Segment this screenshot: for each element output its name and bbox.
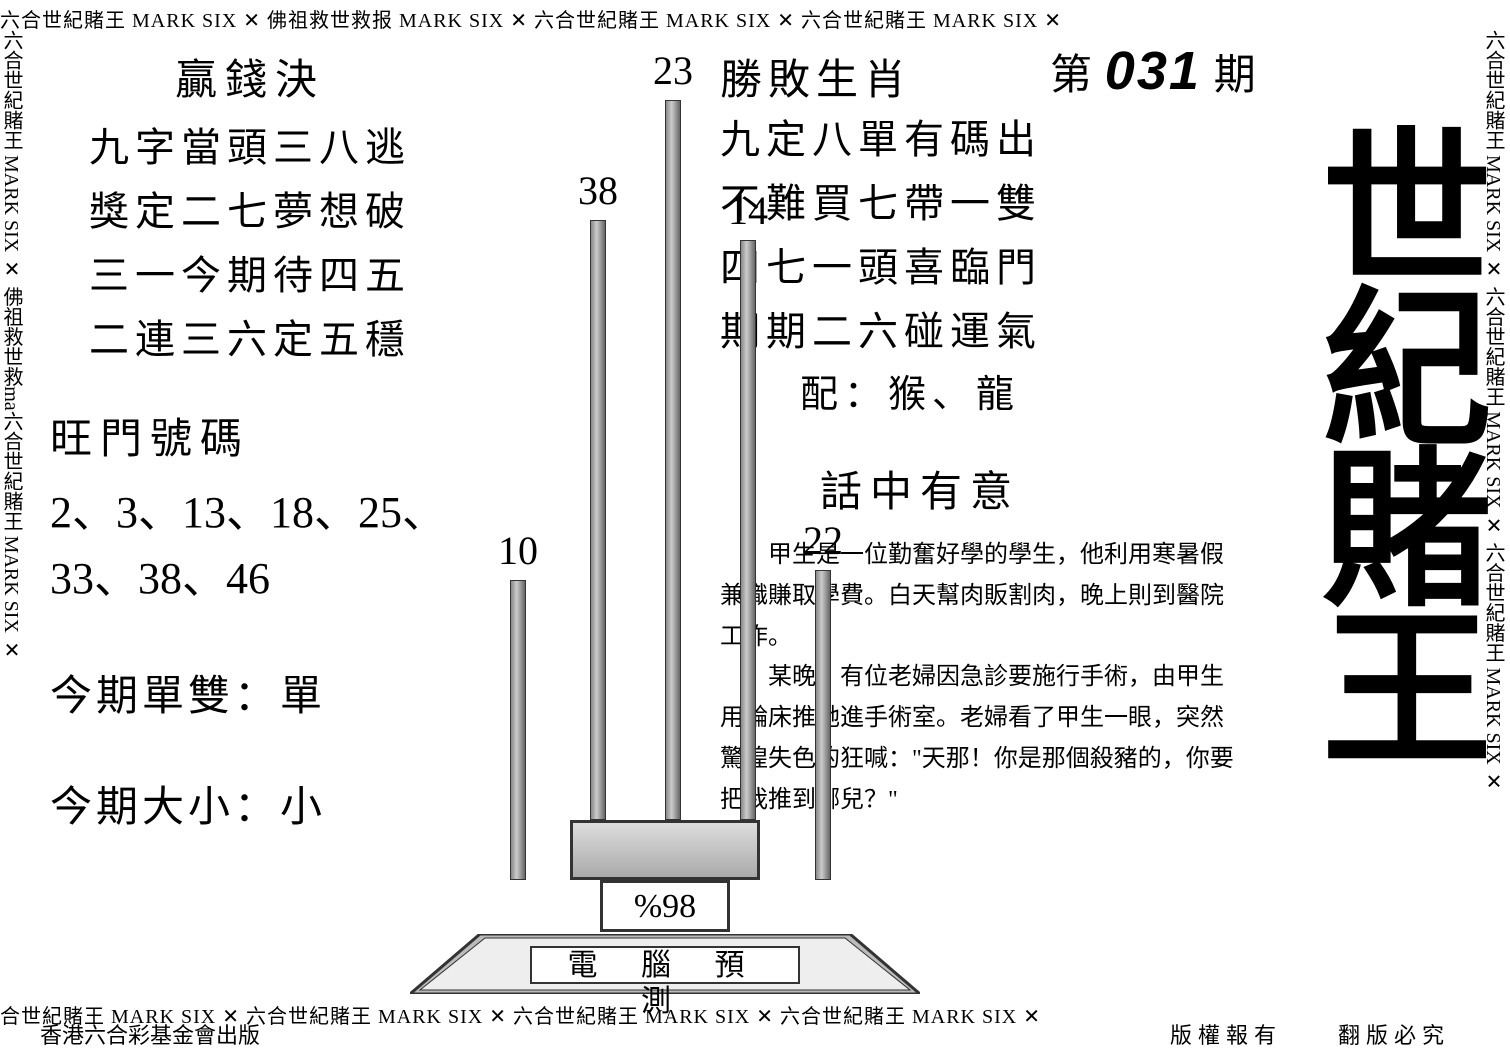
chart-percent: %98 [600, 880, 730, 932]
poem-line: 二連三六定五穩 [50, 307, 450, 365]
poem-line: 九字當頭三八逃 [50, 115, 450, 173]
hot-numbers-title: 旺門號碼 [50, 405, 450, 466]
chart-bar-label: 38 [578, 167, 618, 214]
chart-bar-label: 22 [803, 517, 843, 564]
odd-even-line: 今期單雙：單 [50, 662, 450, 723]
win-money-title: 贏錢決 [50, 46, 450, 107]
chart-bar [815, 570, 831, 880]
footer-publisher: 香港六合彩基金會出版 [40, 1018, 260, 1050]
prediction-chart: %98 電 腦 預 測 1038231422 [400, 100, 930, 1000]
border-left: 六合世紀賭王 MARK SIX ✕ 佛祖救世救ma六合世紀賭王 MARK SIX… [2, 30, 26, 1000]
big-vertical-title: 世紀賭王 [1306, 120, 1476, 760]
chart-bar [590, 220, 606, 820]
chart-bar-label: 23 [653, 47, 693, 94]
border-top: 六合世紀賭王 MARK SIX ✕ 佛祖救世救报 MARK SIX ✕ 六合世紀… [0, 4, 1510, 33]
left-column: 贏錢決 九字當頭三八逃 獎定二七夢想破 三一今期待四五 二連三六定五穩 旺門號碼… [50, 46, 450, 834]
footer-copyright: 版權報有 翻版必究 [1170, 1018, 1450, 1050]
chart-bar [665, 100, 681, 820]
chart-bar [740, 240, 756, 820]
issue-value: 031 [1105, 41, 1201, 101]
big-small-line: 今期大小：小 [50, 773, 450, 834]
issue-suffix: 期 [1214, 53, 1256, 99]
hot-numbers: 2、3、13、18、25、33、38、46 [50, 480, 450, 612]
poem-line: 獎定二七夢想破 [50, 179, 450, 237]
issue-prefix: 第 [1050, 53, 1092, 99]
chart-base-label: 電 腦 預 測 [530, 946, 800, 984]
chart-bar-label: 14 [728, 187, 768, 234]
poem-line: 三一今期待四五 [50, 243, 450, 301]
border-right: 六合世紀賭王 MARK SIX ✕ 六合世紀賭王 MARK SIX ✕ 六合世紀… [1484, 30, 1508, 1000]
chart-pedestal [570, 820, 760, 880]
chart-bar [510, 580, 526, 880]
issue-number: 第 031 期 [1050, 40, 1256, 102]
chart-bar-label: 10 [498, 527, 538, 574]
